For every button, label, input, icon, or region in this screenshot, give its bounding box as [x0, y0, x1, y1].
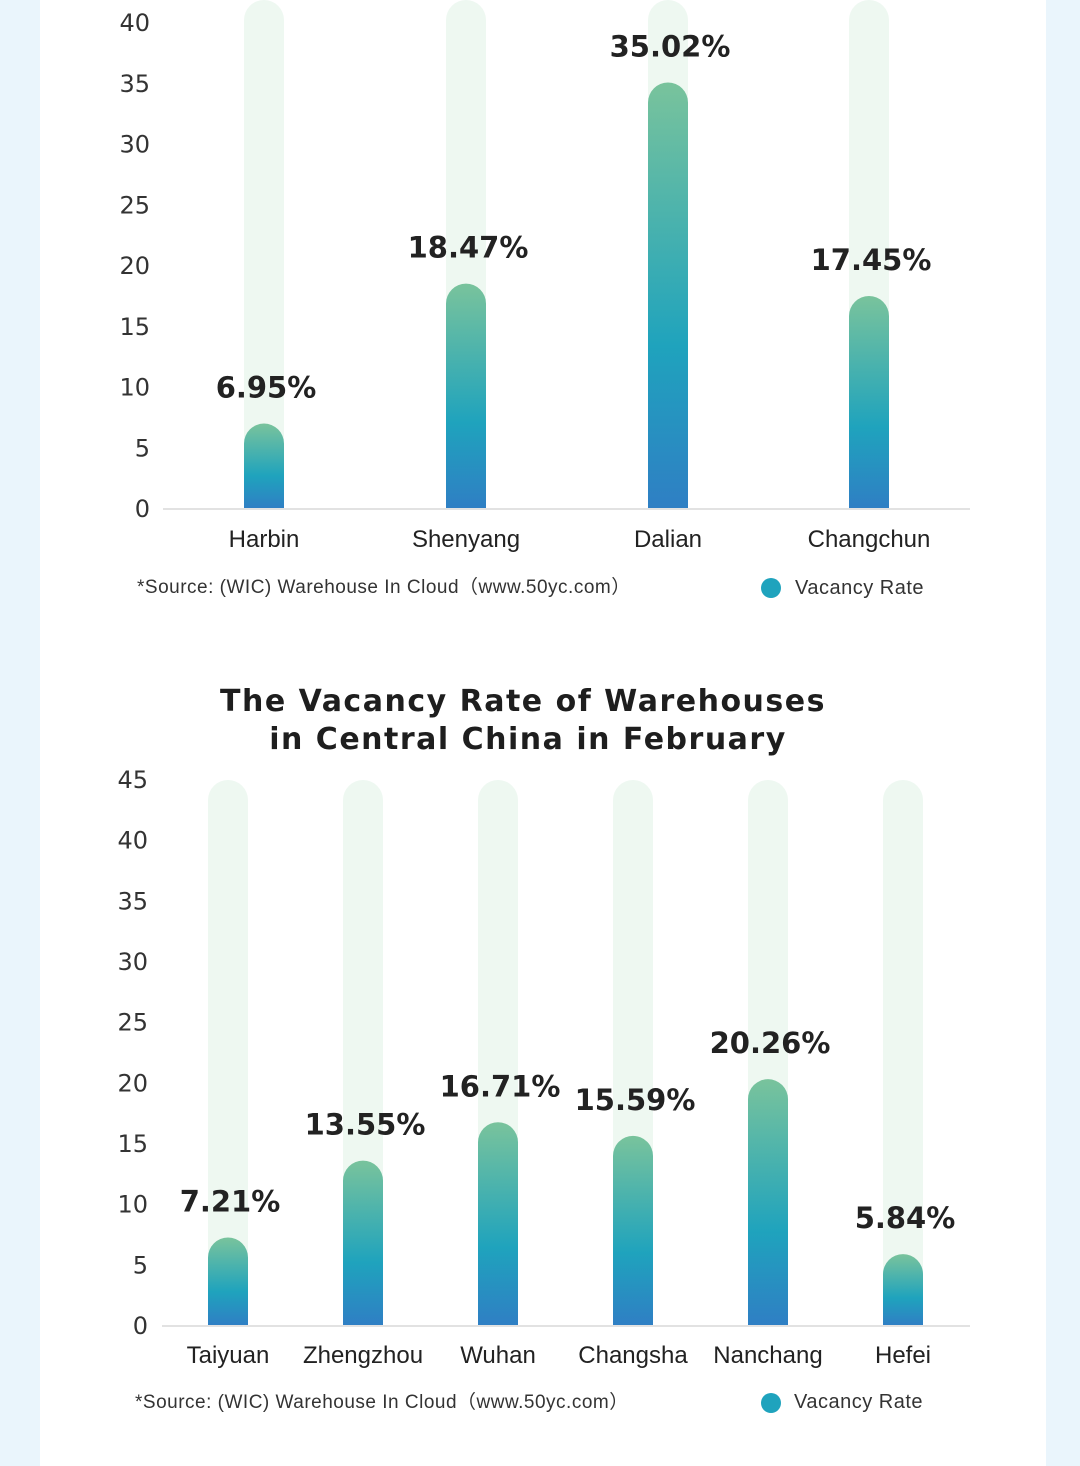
bar-taiyuan	[208, 1237, 248, 1325]
bar-dalian	[648, 82, 688, 508]
data-label: 7.21%	[180, 1185, 281, 1219]
legend-dot-icon	[761, 1393, 781, 1413]
y-tick-label: 10	[117, 1191, 148, 1219]
bar-zhengzhou	[343, 1160, 383, 1325]
chart-central-china: The Vacancy Rate of Warehouses in Centra…	[117, 684, 970, 1413]
data-label: 17.45%	[811, 243, 932, 277]
y-tick-label: 10	[119, 374, 150, 402]
data-label: 35.02%	[610, 30, 731, 64]
x-tick-label: Taiyuan	[187, 1342, 270, 1369]
data-label: 6.95%	[216, 371, 317, 405]
bar-nanchang	[748, 1079, 788, 1325]
y-tick-label: 5	[133, 1251, 148, 1279]
legend-label: Vacancy Rate	[794, 1391, 923, 1413]
data-label: 18.47%	[408, 231, 529, 265]
x-tick-label: Dalian	[634, 526, 702, 553]
x-tick-label: Wuhan	[460, 1342, 536, 1369]
legend-dot-icon	[761, 578, 781, 598]
y-tick-label: 30	[119, 131, 150, 159]
y-tick-label: 35	[117, 887, 148, 915]
bar-wuhan	[478, 1122, 518, 1325]
bar-harbin	[244, 423, 284, 508]
data-label: 13.55%	[305, 1108, 426, 1142]
bar-changsha	[613, 1135, 653, 1325]
bar-shenyang	[446, 283, 486, 508]
y-tick-label: 35	[119, 70, 150, 98]
y-tick-label: 45	[117, 766, 148, 794]
bar-track	[883, 780, 923, 1325]
y-tick-label: 0	[135, 495, 150, 523]
data-label: 15.59%	[575, 1083, 696, 1117]
data-label: 16.71%	[440, 1069, 561, 1103]
x-tick-label: Hefei	[875, 1342, 931, 1369]
chart-title-line-1: The Vacancy Rate of Warehouses	[220, 684, 826, 719]
y-tick-label: 20	[117, 1069, 148, 1097]
y-tick-label: 40	[117, 827, 148, 855]
y-tick-label: 30	[117, 948, 148, 976]
chart-northeast: 0 5 10 15 20 25 30 35 40 6.95% 18.47% 35.02% 17.45%…	[119, 0, 970, 599]
y-tick-label: 25	[119, 191, 150, 219]
x-tick-label: Changchun	[808, 526, 931, 553]
bar-hefei	[883, 1254, 923, 1325]
source-note: *Source: (WIC) Warehouse In Cloud（www.50…	[135, 1391, 629, 1413]
x-tick-label: Changsha	[578, 1342, 688, 1369]
y-tick-label: 15	[119, 313, 150, 341]
data-label: 5.84%	[855, 1201, 956, 1235]
bar-changchun	[849, 295, 889, 508]
data-label: 20.26%	[710, 1026, 831, 1060]
y-tick-label: 0	[133, 1312, 148, 1340]
legend-label: Vacancy Rate	[795, 577, 924, 599]
y-tick-label: 40	[119, 9, 150, 37]
bar-track	[208, 780, 248, 1325]
y-tick-label: 5	[135, 434, 150, 462]
bar-track	[244, 0, 284, 508]
x-tick-label: Nanchang	[713, 1342, 822, 1369]
y-tick-label: 15	[117, 1130, 148, 1158]
x-tick-label: Shenyang	[412, 526, 520, 553]
chart-title-line-2: in Central China in February	[269, 722, 787, 757]
source-note: *Source: (WIC) Warehouse In Cloud（www.50…	[137, 576, 631, 598]
y-tick-label: 25	[117, 1009, 148, 1037]
x-tick-label: Zhengzhou	[303, 1342, 423, 1369]
y-tick-label: 20	[119, 252, 150, 280]
x-tick-label: Harbin	[229, 526, 300, 553]
